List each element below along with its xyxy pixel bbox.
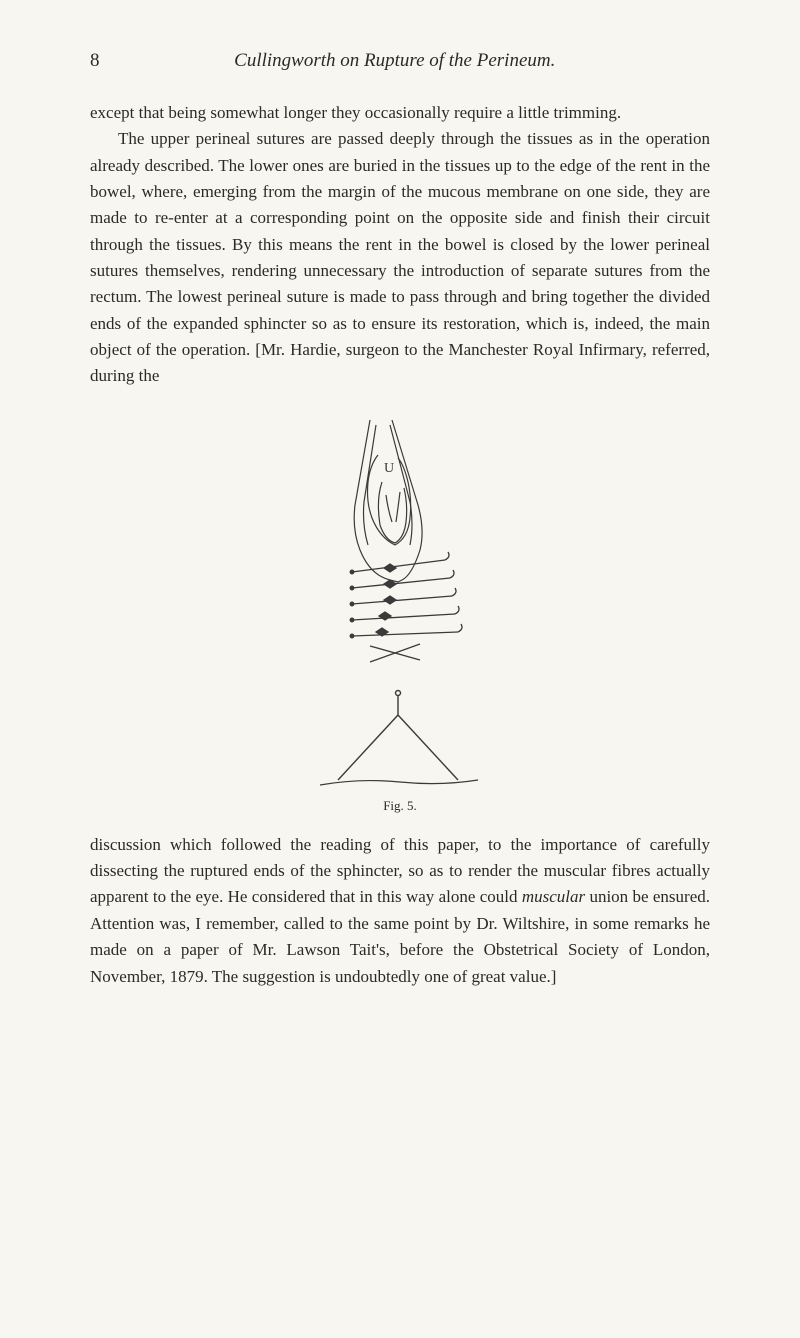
page-header: 8 Cullingworth on Rupture of the Perineu… — [90, 50, 710, 72]
paragraph-3: discussion which followed the reading of… — [90, 832, 710, 990]
body-text-lower: discussion which followed the reading of… — [90, 832, 710, 990]
running-title: Cullingworth on Rupture of the Perineum. — [100, 50, 711, 72]
body-text: except that being somewhat longer they o… — [90, 100, 710, 390]
paragraph-3-italic: muscular — [522, 887, 585, 906]
figure-caption: Fig. 5. — [383, 798, 417, 814]
paragraph-1: except that being somewhat longer they o… — [90, 100, 710, 126]
page-number: 8 — [90, 50, 100, 72]
anatomical-diagram-icon: U — [290, 410, 510, 790]
svg-text:U: U — [384, 461, 394, 476]
paragraph-2: The upper perineal sutures are passed de… — [90, 126, 710, 389]
figure-5: U — [90, 410, 710, 814]
